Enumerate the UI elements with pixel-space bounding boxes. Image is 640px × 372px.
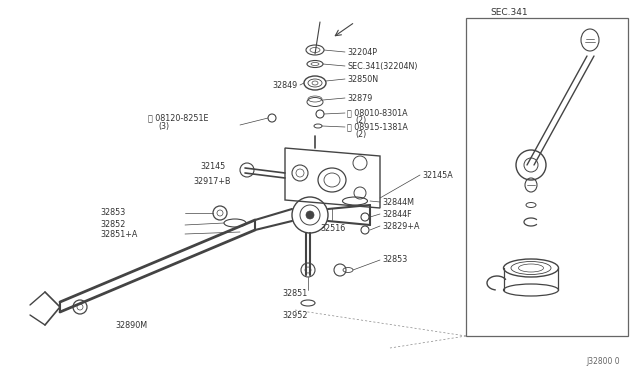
Text: Ⓦ 08915-1381A: Ⓦ 08915-1381A: [347, 122, 408, 131]
Text: 32829+A: 32829+A: [382, 221, 419, 231]
Text: 32853: 32853: [100, 208, 125, 217]
Text: SEC.341(32204N): SEC.341(32204N): [347, 61, 417, 71]
Text: 32145A: 32145A: [422, 170, 452, 180]
Text: 32204P: 32204P: [347, 48, 377, 57]
Text: Ⓑ 08010-8301A: Ⓑ 08010-8301A: [347, 109, 408, 118]
Text: J32800 0: J32800 0: [586, 357, 620, 366]
Text: 32844F: 32844F: [382, 209, 412, 218]
Text: 32844M: 32844M: [382, 198, 414, 206]
Text: (3): (3): [158, 122, 169, 131]
Text: Ⓑ 08120-8251E: Ⓑ 08120-8251E: [148, 113, 209, 122]
Text: 32516: 32516: [320, 224, 345, 232]
Text: 32952: 32952: [282, 311, 308, 320]
Text: (2): (2): [355, 115, 366, 125]
Text: 32852: 32852: [100, 219, 125, 228]
Text: 32879: 32879: [347, 93, 372, 103]
Text: 32850N: 32850N: [347, 74, 378, 83]
Text: 32890M: 32890M: [115, 321, 147, 330]
Bar: [466, 18, 628, 336]
Text: 32145: 32145: [200, 161, 225, 170]
Text: 32853: 32853: [382, 256, 407, 264]
Text: 32851: 32851: [282, 289, 308, 298]
Text: SEC.341: SEC.341: [490, 7, 527, 16]
Text: 32851+A: 32851+A: [100, 230, 138, 238]
Text: 32917+B: 32917+B: [193, 176, 230, 186]
Text: 32849: 32849: [273, 80, 298, 90]
Text: (2): (2): [355, 129, 366, 138]
Circle shape: [306, 211, 314, 219]
